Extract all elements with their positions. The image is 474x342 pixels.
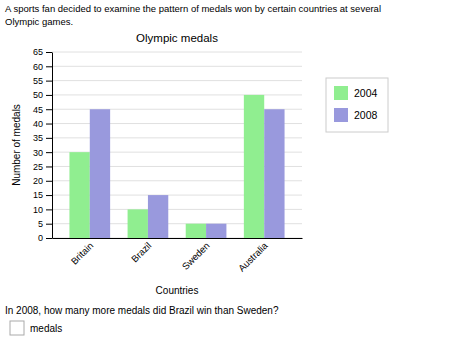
legend-frame <box>326 78 388 132</box>
x-axis-line <box>53 238 303 239</box>
y-tick: 35 <box>33 133 52 143</box>
bar <box>128 209 148 238</box>
y-tick-mark <box>46 181 52 182</box>
x-tick: Sweden <box>180 240 212 272</box>
y-axis-line <box>52 53 53 239</box>
y-tick-mark <box>46 224 52 225</box>
legend-label: 2008 <box>354 109 378 121</box>
y-tick-mark <box>46 138 52 139</box>
y-tick-label: 25 <box>33 162 43 172</box>
y-tick-label: 55 <box>33 76 43 86</box>
grid-line <box>52 52 302 53</box>
checkbox[interactable] <box>10 321 24 335</box>
grid-line <box>52 94 302 95</box>
y-tick-label: 0 <box>38 233 43 243</box>
chart-svg: A sports fan decided to examine the patt… <box>0 0 474 342</box>
y-tick-label: 30 <box>33 148 43 158</box>
y-tick-mark <box>46 81 52 82</box>
y-axis: 0 5 10 15 20 25 30 35 40 45 50 55 60 65 <box>33 47 53 243</box>
title: Olympic medals <box>136 32 218 44</box>
x-axis-title: Countries <box>156 285 199 296</box>
bars <box>69 95 284 238</box>
bar <box>69 152 89 238</box>
y-tick-label: 40 <box>33 119 43 129</box>
grid-line <box>52 66 302 67</box>
y-tick: 5 <box>38 219 52 229</box>
x-tick-label: Britain <box>69 240 96 267</box>
plot: 0 5 10 15 20 25 30 35 40 45 50 55 60 65 Britain Brazil S… <box>11 32 388 296</box>
y-tick: 40 <box>33 119 52 129</box>
annotation: medals <box>30 323 62 334</box>
bar <box>206 224 226 238</box>
legend-item: 2008 <box>334 108 378 122</box>
y-tick-label: 65 <box>33 47 43 57</box>
y-tick-mark <box>46 209 52 210</box>
y-tick-label: 5 <box>38 219 43 229</box>
y-tick-label: 45 <box>33 105 43 115</box>
x-tick: Brazil <box>129 240 154 265</box>
x-tick-label: Brazil <box>129 240 154 265</box>
annotation: A sports fan decided to examine the patt… <box>5 3 381 14</box>
y-tick-mark <box>46 95 52 96</box>
annotation: Olympic games. <box>5 16 73 27</box>
y-tick-mark <box>46 152 52 153</box>
y-tick-mark <box>46 195 52 196</box>
y-tick-label: 60 <box>33 62 43 72</box>
y-tick: 15 <box>33 190 52 200</box>
y-tick-mark <box>46 109 52 110</box>
y-tick: 65 <box>33 47 52 57</box>
y-tick-mark <box>46 124 52 125</box>
bar <box>244 95 264 238</box>
y-tick: 25 <box>33 162 52 172</box>
y-tick-label: 50 <box>33 90 43 100</box>
bar <box>186 224 206 238</box>
y-tick-label: 15 <box>33 190 43 200</box>
y-tick: 10 <box>33 205 52 215</box>
y-tick-mark <box>46 166 52 167</box>
y-tick-label: 35 <box>33 133 43 143</box>
y-tick: 20 <box>33 176 52 186</box>
annotation: In 2008, how many more medals did Brazil… <box>5 305 279 316</box>
y-axis-title: Number of medals <box>11 104 22 186</box>
y-tick-label: 10 <box>33 205 43 215</box>
bar <box>264 109 284 238</box>
grid <box>52 52 302 238</box>
y-tick: 0 <box>38 233 52 243</box>
y-tick-mark <box>46 238 52 239</box>
grid-line <box>52 80 302 81</box>
y-tick: 60 <box>33 62 52 72</box>
x-tick: Britain <box>69 240 96 267</box>
y-tick-label: 20 <box>33 176 43 186</box>
x-tick-label: Sweden <box>180 240 212 272</box>
y-tick: 30 <box>33 148 52 158</box>
y-tick: 50 <box>33 90 52 100</box>
bar <box>90 109 110 238</box>
y-tick-mark <box>46 66 52 67</box>
legend-swatch <box>334 86 348 100</box>
legend-item: 2004 <box>334 86 378 100</box>
x-tick-label: Australia <box>236 239 270 273</box>
legend-label: 2004 <box>354 87 378 99</box>
y-tick: 55 <box>33 76 52 86</box>
y-tick-mark <box>46 52 52 53</box>
x-tick: Australia <box>236 239 270 273</box>
legend: 2004 2008 <box>326 78 388 132</box>
x-axis: Britain Brazil Sweden Australia <box>53 239 303 274</box>
bar <box>148 195 168 238</box>
legend-swatch <box>334 108 348 122</box>
y-tick: 45 <box>33 105 52 115</box>
